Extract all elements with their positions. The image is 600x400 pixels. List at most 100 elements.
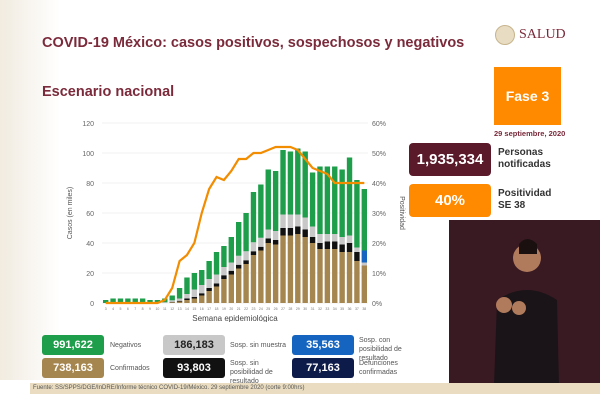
bar-segment	[184, 294, 190, 299]
bar-segment	[354, 247, 360, 252]
bar-segment	[184, 300, 190, 303]
bar-segment	[295, 214, 301, 227]
bar-segment	[332, 249, 338, 303]
y2-axis-label: Positividad	[398, 196, 405, 230]
sign-language-video	[449, 220, 600, 385]
bar-segment	[287, 151, 294, 215]
bar-segment	[339, 252, 345, 303]
y2-tick-label: 20%	[372, 241, 386, 248]
bar-segment	[324, 166, 331, 234]
bar-segment	[250, 192, 257, 243]
bar-segment	[280, 235, 286, 303]
bar-segment	[317, 243, 323, 249]
no-result-label: Sosp. sin posibilidad de resultado	[230, 360, 273, 385]
notified-label-2: notificadas	[498, 159, 551, 170]
bar-segment	[258, 250, 264, 303]
bar-segment	[110, 298, 116, 303]
x-tick-label: 14	[185, 307, 189, 311]
y-tick-label: 100	[82, 151, 94, 158]
bar-segment	[280, 214, 286, 228]
bar-segment	[176, 298, 183, 301]
bar-segment	[103, 300, 109, 303]
bar-segment	[272, 240, 279, 245]
x-tick-label: 12	[170, 307, 174, 311]
bar-segment	[354, 261, 360, 303]
bar-segment	[169, 295, 175, 301]
bar-segment	[339, 169, 345, 237]
x-tick-label: 6	[127, 307, 129, 311]
positivity-value: 40%	[409, 184, 491, 217]
bar-segment	[228, 274, 234, 303]
bar-segment	[147, 300, 153, 303]
bar-segment	[258, 237, 264, 247]
bar-segment	[191, 273, 198, 290]
confirmed-label: Confirmados	[110, 365, 150, 372]
deaths-label: Defunciones confirmadas	[359, 360, 398, 376]
bar-segment	[309, 243, 316, 303]
x-tick-label: 27	[281, 307, 285, 311]
x-tick-label: 22	[244, 307, 248, 311]
bar-segment	[236, 222, 242, 256]
bar-segment	[346, 157, 353, 236]
bar-segment	[354, 252, 360, 261]
x-tick-label: 32	[318, 307, 322, 311]
bar-segment	[302, 229, 308, 237]
x-tick-label: 16	[200, 307, 204, 311]
x-tick-label: 38	[362, 307, 366, 311]
x-tick-label: 34	[333, 307, 337, 311]
y-tick-label: 80	[86, 181, 94, 188]
bar-segment	[287, 214, 294, 228]
source-footer: Fuente: SS/SPPS/DGE/InDRE/Informe técnic…	[30, 383, 600, 394]
x-tick-label: 35	[340, 307, 344, 311]
bar-segment	[125, 298, 131, 303]
bar-segment	[346, 252, 353, 303]
bar-segment	[236, 264, 242, 269]
bar-segment	[339, 237, 345, 245]
bar-segment	[361, 189, 367, 251]
bar-segment	[199, 295, 205, 303]
x-tick-label: 31	[311, 307, 315, 311]
salud-logo: SALUD	[495, 25, 566, 45]
bar-segment	[213, 252, 220, 275]
background-pattern	[0, 0, 60, 380]
bar-segment	[213, 283, 220, 287]
bar-segment	[213, 286, 220, 303]
bar-segment	[295, 148, 301, 215]
bar-segment	[309, 237, 316, 243]
bar-segment	[199, 293, 205, 296]
notified-label: Personas notificadas	[498, 147, 551, 171]
bar-segment	[354, 180, 360, 248]
bar-segment	[324, 241, 331, 249]
bar-segment	[191, 298, 198, 303]
bar-segment	[221, 279, 227, 303]
bar-segment	[206, 291, 212, 303]
x-tick-label: 30	[303, 307, 307, 311]
bar-segment	[228, 237, 234, 263]
bar-segment	[280, 228, 286, 236]
x-tick-label: 28	[288, 307, 292, 311]
bar-segment	[191, 289, 198, 297]
bar-segment	[206, 288, 212, 291]
bar-segment	[221, 246, 227, 267]
negatives-value: 991,622	[42, 335, 104, 355]
x-tick-label: 20	[229, 307, 233, 311]
bar-segment	[162, 302, 168, 303]
bar-segment	[287, 235, 294, 303]
bar-segment	[236, 268, 242, 303]
bar-segment	[243, 264, 249, 303]
bar-segment	[317, 249, 323, 303]
bar-segment	[295, 226, 301, 234]
bar-segment	[250, 255, 257, 303]
x-tick-label: 29	[296, 307, 300, 311]
bar-segment	[199, 270, 205, 285]
y-axis-label: Casos (en miles)	[67, 187, 74, 240]
x-tick-label: 5	[119, 307, 121, 311]
bar-segment	[317, 166, 323, 234]
y-tick-label: 0	[90, 301, 94, 308]
bar-segment	[309, 172, 316, 227]
report-date: 29 septiembre, 2020	[494, 129, 566, 138]
page-subtitle: Escenario nacional	[42, 84, 175, 100]
y-tick-label: 120	[82, 121, 94, 128]
bar-segment	[346, 235, 353, 243]
